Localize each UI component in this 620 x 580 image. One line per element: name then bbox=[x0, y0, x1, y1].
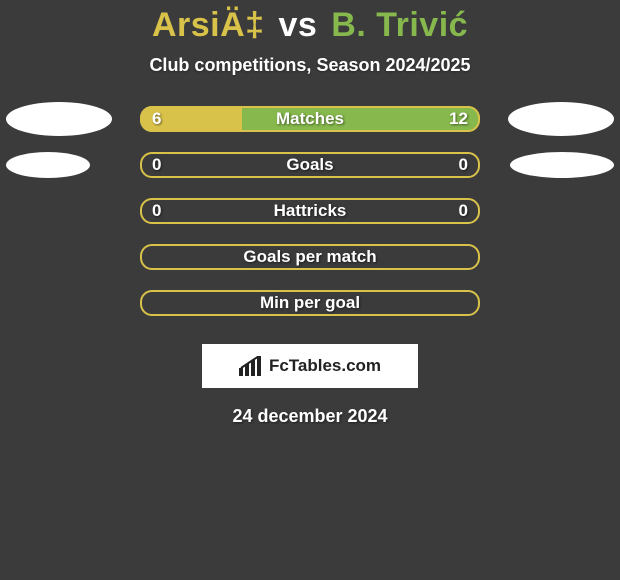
bar-track bbox=[140, 106, 480, 132]
stat-row: Goals per match bbox=[0, 236, 620, 282]
source-text: FcTables.com bbox=[269, 356, 381, 376]
bar-track bbox=[140, 244, 480, 270]
player2-avatar bbox=[510, 152, 614, 178]
stat-row: 0 0 Hattricks bbox=[0, 190, 620, 236]
source-badge: FcTables.com bbox=[202, 344, 418, 388]
bar-fill-right bbox=[242, 106, 480, 132]
player2-name: B. Trivić bbox=[331, 6, 468, 44]
bar-track bbox=[140, 198, 480, 224]
stat-value-left: 0 bbox=[152, 198, 161, 224]
stat-value-right: 0 bbox=[459, 198, 468, 224]
stat-row: 0 0 Goals bbox=[0, 144, 620, 190]
subtitle: Club competitions, Season 2024/2025 bbox=[0, 55, 620, 76]
player1-avatar bbox=[6, 102, 112, 136]
chart-icon bbox=[239, 356, 263, 376]
bar-track bbox=[140, 290, 480, 316]
stat-row: 6 12 Matches bbox=[0, 98, 620, 144]
bar-track bbox=[140, 152, 480, 178]
page-title: ArsiÄ‡ vs B. Trivić bbox=[0, 6, 620, 45]
player1-name: ArsiÄ‡ bbox=[152, 6, 265, 44]
stat-value-right: 0 bbox=[459, 152, 468, 178]
player2-avatar bbox=[508, 102, 614, 136]
comparison-infographic: ArsiÄ‡ vs B. Trivić Club competitions, S… bbox=[0, 0, 620, 580]
stat-value-left: 0 bbox=[152, 152, 161, 178]
stat-value-left: 6 bbox=[152, 106, 161, 132]
stat-value-right: 12 bbox=[449, 106, 468, 132]
player1-avatar bbox=[6, 152, 90, 178]
stat-row: Min per goal bbox=[0, 282, 620, 328]
vs-label: vs bbox=[279, 6, 318, 44]
stat-rows: 6 12 Matches 0 0 Goals 0 0 Hattricks bbox=[0, 98, 620, 328]
date-label: 24 december 2024 bbox=[0, 406, 620, 427]
source-badge-inner: FcTables.com bbox=[239, 356, 381, 376]
